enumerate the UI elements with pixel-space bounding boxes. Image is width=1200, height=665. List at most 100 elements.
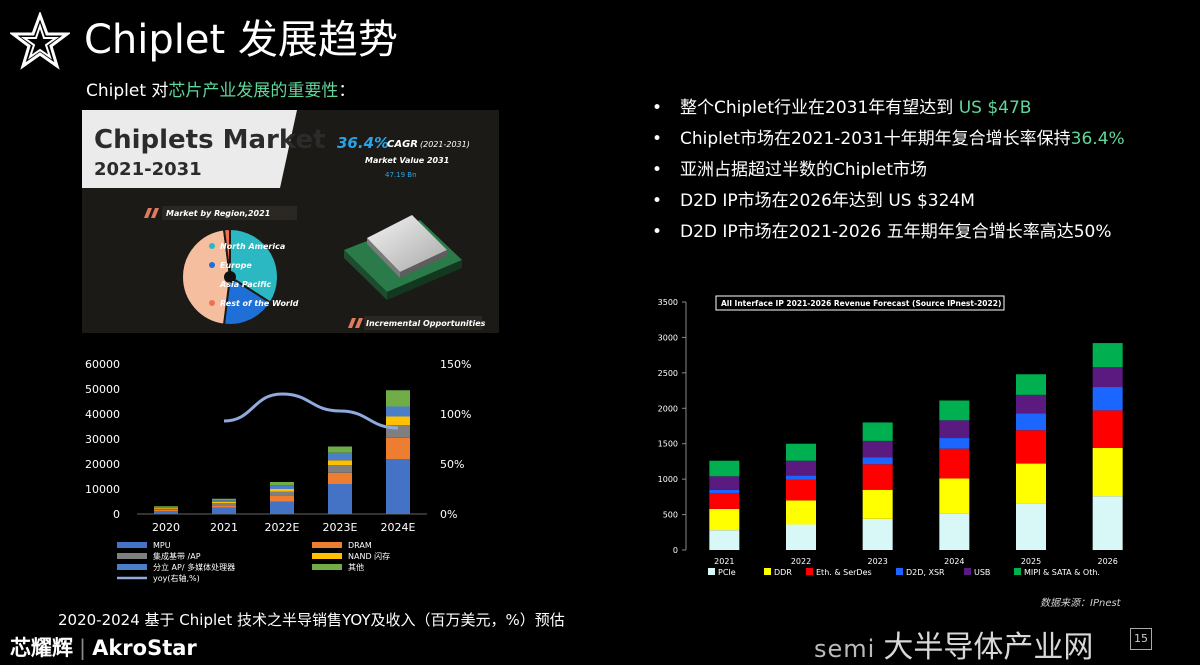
legend-swatch xyxy=(209,262,215,268)
legend-label: D2D, XSR xyxy=(906,568,945,577)
y-tick-label: 20000 xyxy=(85,458,120,471)
cagr-period: (2021-2031) xyxy=(420,140,470,149)
y-tick-label: 3500 xyxy=(658,298,678,307)
chart-title: All Interface IP 2021-2026 Revenue Forec… xyxy=(721,299,1001,308)
cagr-label: CAGR xyxy=(387,139,418,150)
bar-segment xyxy=(270,482,294,486)
bar-segment xyxy=(386,390,410,407)
infographic-heading: Chiplets Market xyxy=(94,125,326,155)
legend-label: 分立 AP/ 多媒体处理器 xyxy=(153,562,235,572)
legend-label: MIPI & SATA & Oth. xyxy=(1024,568,1100,577)
y-tick-label: 30000 xyxy=(85,433,120,446)
bullet-dot: • xyxy=(652,98,663,118)
key-point: • Chiplet市场在2021-2031十年期年复合增长率保持36.4% xyxy=(652,124,1192,155)
x-tick-label: 2024E xyxy=(381,521,416,534)
chip-image xyxy=(344,215,462,300)
key-point: • 整个Chiplet行业在2031年有望达到 US $47B xyxy=(652,93,1192,124)
region-pie-chart xyxy=(181,227,279,326)
yoy-line xyxy=(223,392,399,430)
x-tick-label: 2020 xyxy=(152,521,180,534)
bar-segment xyxy=(862,489,893,519)
bar-segment xyxy=(939,438,970,449)
bar-segment xyxy=(270,495,294,502)
bar-segment xyxy=(212,503,236,506)
bar-segment xyxy=(862,457,893,465)
legend-label: PCIe xyxy=(718,568,736,577)
bar-segment xyxy=(939,478,970,514)
bar-segment xyxy=(212,500,236,502)
y2-tick-label: 0% xyxy=(440,508,457,521)
x-tick-label: 2021 xyxy=(210,521,238,534)
x-tick-label: 2023 xyxy=(867,557,887,566)
legend-swatch xyxy=(964,568,971,575)
bar-segment xyxy=(786,460,816,476)
bar-segment xyxy=(270,485,294,489)
bar-segment xyxy=(786,500,816,525)
bar-segment xyxy=(386,406,410,417)
key-point-text: D2D IP市场在2026年达到 US $324M xyxy=(680,191,975,211)
legend-swatch xyxy=(209,300,215,306)
key-point: • D2D IP市场在2021-2026 五年期年复合增长率高达50% xyxy=(652,217,1192,248)
bullet-dot: • xyxy=(652,222,663,242)
bar-segment xyxy=(386,437,410,459)
y-tick-label: 1500 xyxy=(658,440,678,449)
bar-segment xyxy=(212,502,236,504)
bar-segment xyxy=(328,484,352,514)
y2-tick-label: 150% xyxy=(440,358,471,371)
bar-segment xyxy=(212,498,236,501)
x-tick-label: 2025 xyxy=(1021,557,1041,566)
bar-segment xyxy=(709,489,740,494)
key-points-list: • 整个Chiplet行业在2031年有望达到 US $47B • Chiplet市… xyxy=(652,93,1192,248)
legend-swatch xyxy=(209,281,215,287)
bar-segment xyxy=(709,493,740,509)
page-title: Chiplet 发展趋势 xyxy=(84,17,398,63)
bar-segment xyxy=(328,452,352,461)
legend-label: DDR xyxy=(774,568,792,577)
y2-tick-label: 50% xyxy=(440,458,464,471)
region-title: Market by Region,2021 xyxy=(166,209,270,218)
data-source: 数据来源：IPnest xyxy=(1040,598,1121,609)
pie-slice xyxy=(222,275,272,326)
bar-segment xyxy=(154,509,178,511)
legend-swatch xyxy=(312,553,342,559)
bar-segment xyxy=(862,464,893,490)
incremental-opportunities-label: Incremental Opportunities xyxy=(366,319,486,328)
bar-segment xyxy=(328,446,352,453)
bar-segment xyxy=(386,416,410,426)
bar-segment xyxy=(939,400,970,421)
legend-label: 集成基带 /AP xyxy=(153,551,201,561)
pie-center xyxy=(224,271,236,283)
legend-label: USB xyxy=(974,568,990,577)
watermark-semi: semi xyxy=(814,635,876,663)
region-legend: North America Europe Asia Pacific Rest of t… xyxy=(209,242,299,308)
legend-label: North America xyxy=(220,242,285,251)
x-tick-label: 2023E xyxy=(323,521,358,534)
bar-segment xyxy=(709,508,740,531)
bar-segment xyxy=(786,479,816,501)
bar-segment xyxy=(1016,413,1046,431)
bar-segment xyxy=(862,518,893,550)
key-point-text: D2D IP市场在2021-2026 五年期年复合增长率高达50% xyxy=(680,222,1112,242)
chart-caption: 2020-2024 基于 Chiplet 技术之半导销售YOY及收入（百万美元，… xyxy=(58,611,565,629)
x-tick-label: 2022 xyxy=(791,557,811,566)
bar-segment xyxy=(1092,343,1123,368)
bullet-dot: • xyxy=(652,191,663,211)
legend-label: Eth. & SerDes xyxy=(816,568,872,577)
y-tick-label: 60000 xyxy=(85,358,120,371)
bar-segment xyxy=(1092,367,1123,388)
legend-label: Europe xyxy=(220,261,252,270)
bar-segment xyxy=(786,443,816,461)
heading-panel xyxy=(82,110,314,188)
bar-segment xyxy=(939,448,970,479)
chiplets-market-infographic: Chiplets Market 2021-2031 36.4% CAGR (20… xyxy=(82,110,499,333)
watermark: semi 大半导体产业网 xyxy=(810,622,1093,665)
brand-logo: 芯耀辉 | AkroStar xyxy=(10,632,197,662)
y-tick-label: 40000 xyxy=(85,408,120,421)
key-point: • D2D IP市场在2026年达到 US $324M xyxy=(652,186,1192,217)
key-point-text: Chiplet市场在2021-2031十年期年复合增长率保持 xyxy=(680,129,1071,149)
legend-label: MPU xyxy=(153,541,171,550)
bar-segment xyxy=(1016,394,1046,414)
y-tick-label: 2500 xyxy=(658,369,678,378)
interface-ip-forecast-chart: 0 500 1000 1500 2000 2500 3000 3500 All Interfac… xyxy=(658,295,1123,577)
bar-segment xyxy=(1092,496,1123,550)
